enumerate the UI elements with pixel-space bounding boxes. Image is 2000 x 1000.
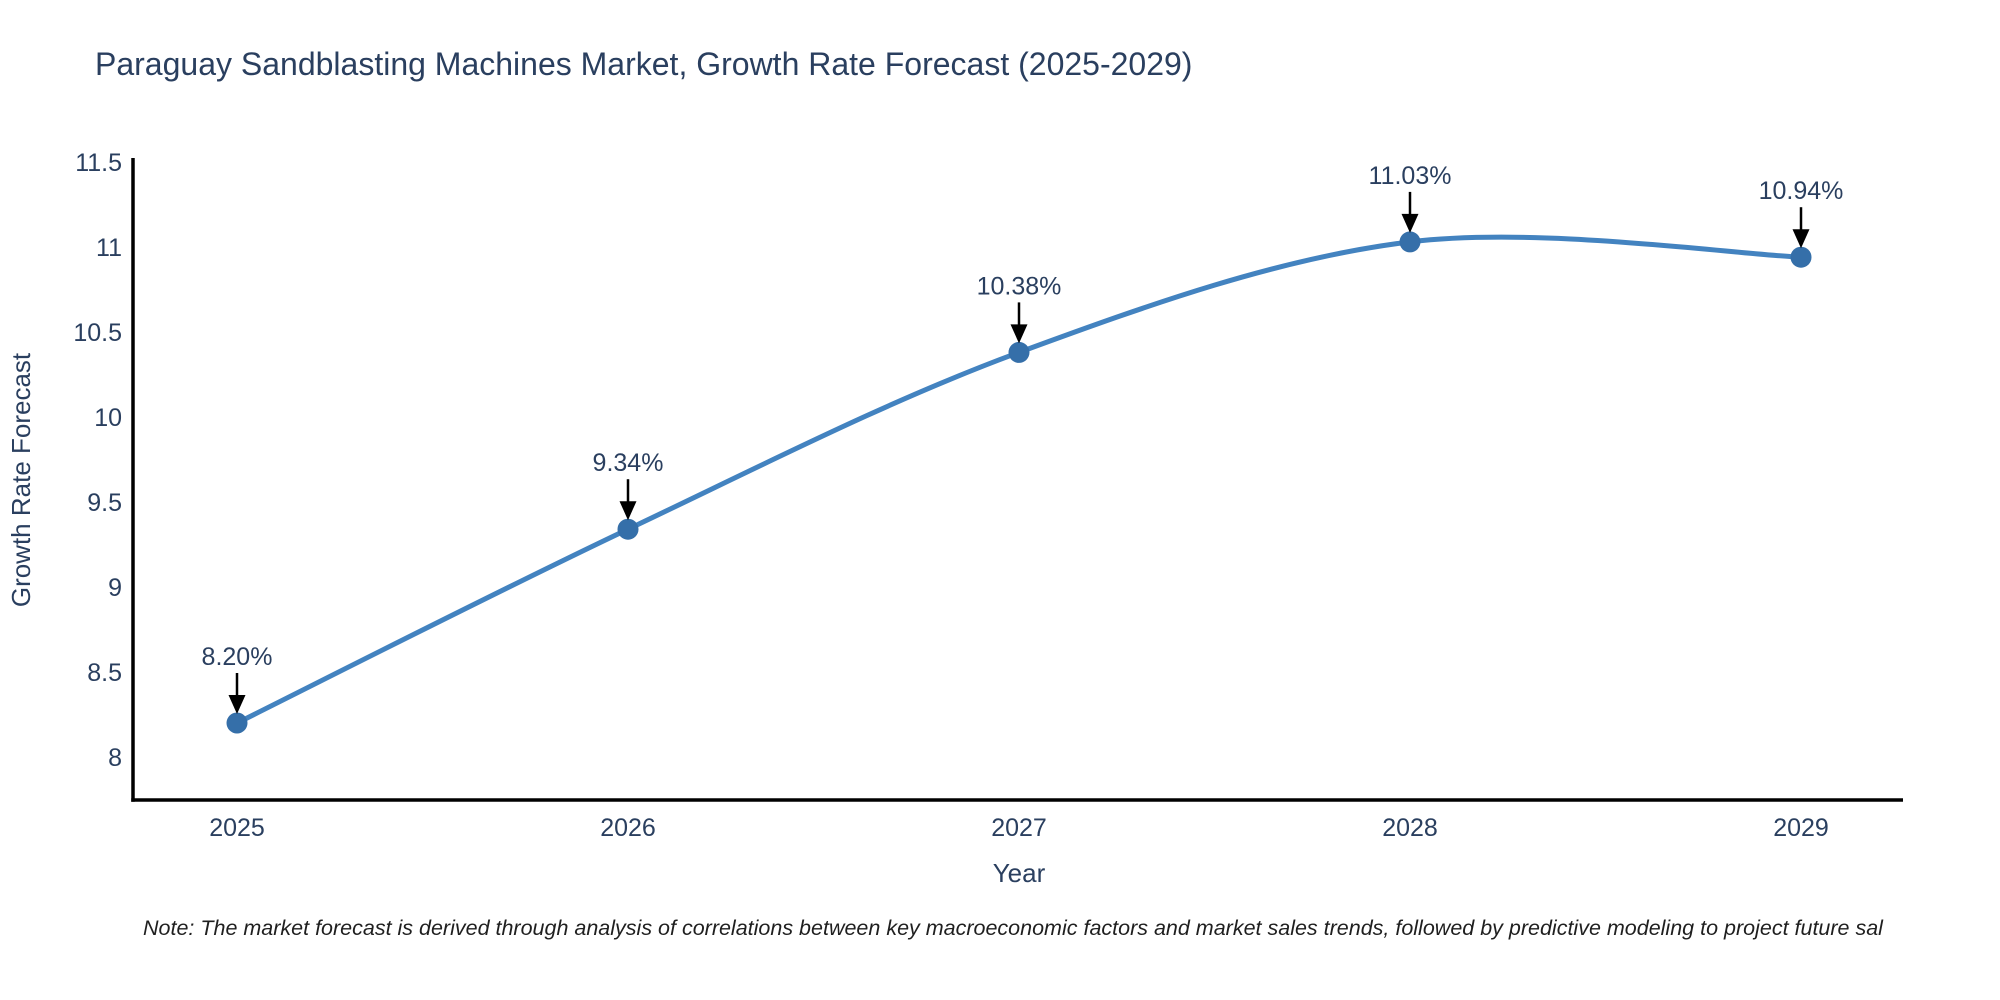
y-tick-label: 10 xyxy=(94,404,122,432)
annotation-arrowhead xyxy=(619,501,637,521)
chart-title: Paraguay Sandblasting Machines Market, G… xyxy=(95,46,1193,82)
data-point-marker xyxy=(226,712,248,734)
y-tick-label: 8 xyxy=(108,744,122,772)
y-tick-label: 9.5 xyxy=(87,489,122,517)
data-point-marker xyxy=(617,518,639,540)
y-axis-title: Growth Rate Forecast xyxy=(6,352,36,607)
data-point-marker xyxy=(1008,341,1030,363)
y-tick-label: 10.5 xyxy=(73,319,122,347)
y-tick-label: 8.5 xyxy=(87,659,122,687)
y-tick-label: 11 xyxy=(96,234,122,262)
annotation-arrowhead xyxy=(1010,324,1028,344)
data-point-marker xyxy=(1790,246,1812,268)
x-tick-label: 2025 xyxy=(209,814,265,842)
data-point-label: 10.94% xyxy=(1759,177,1844,205)
x-tick-label: 2026 xyxy=(600,814,656,842)
y-tick-label: 11.5 xyxy=(75,149,122,177)
data-point-label: 10.38% xyxy=(977,272,1062,300)
data-point-label: 11.03% xyxy=(1369,162,1452,190)
annotation-arrowhead xyxy=(1792,229,1810,249)
annotation-arrowhead xyxy=(228,695,246,714)
data-point-marker xyxy=(1399,231,1421,253)
series-markers xyxy=(226,231,1812,734)
x-tick-label: 2028 xyxy=(1382,814,1438,842)
x-axis-title: Year xyxy=(993,858,1046,888)
point-annotations: 8.20% 9.34% 10.38% 11.03% 10.94% xyxy=(202,162,1844,714)
footnote: Note: The market forecast is derived thr… xyxy=(143,916,1883,940)
x-tick-label: 2029 xyxy=(1773,814,1829,842)
x-tick-label: 2027 xyxy=(991,814,1047,842)
data-point-label: 9.34% xyxy=(593,449,664,477)
y-tick-label: 9 xyxy=(108,574,122,602)
y-axis-ticks: 8 8.5 9 9.5 10 10.5 11 11.5 xyxy=(73,149,122,772)
annotation-arrowhead xyxy=(1401,213,1419,233)
data-point-label: 8.20% xyxy=(202,643,273,671)
x-axis-ticks: 2025 2026 2027 2028 2029 xyxy=(209,814,1829,842)
